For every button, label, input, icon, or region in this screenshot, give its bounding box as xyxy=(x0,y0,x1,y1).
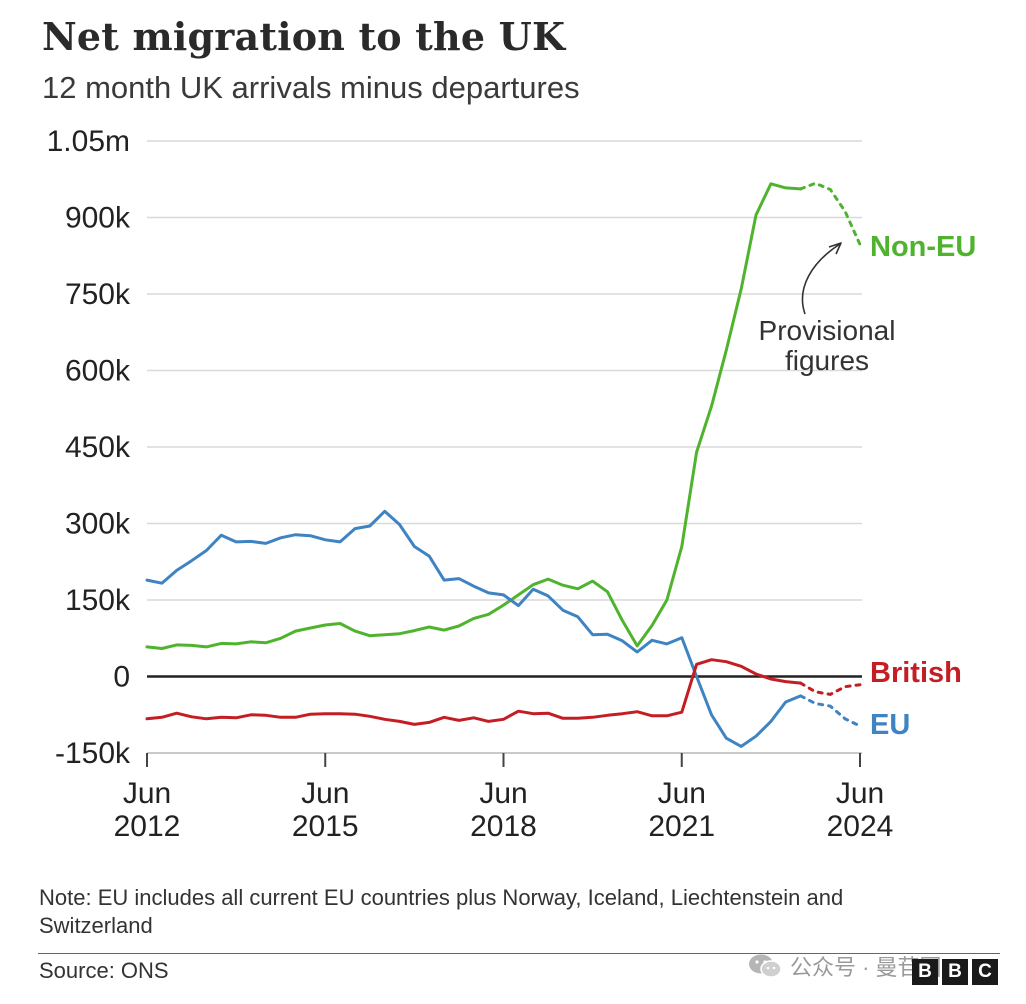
x-tick-label-year: 2024 xyxy=(827,810,894,843)
series-label-non-eu: Non-EU xyxy=(870,231,976,263)
x-tick-label-month: Jun xyxy=(658,777,706,810)
bbc-logo-letter-2: B xyxy=(942,959,968,985)
x-tick-label-month: Jun xyxy=(301,777,349,810)
bbc-logo-letter-3: C xyxy=(972,959,998,985)
annotation-arrow xyxy=(801,243,841,315)
series-label-british: British xyxy=(870,657,962,689)
y-tick-label: 0 xyxy=(113,661,130,694)
gridlines xyxy=(147,140,862,754)
x-tick-label-month: Jun xyxy=(836,777,884,810)
y-tick-label: 600k xyxy=(65,355,131,388)
chart-source: Source: ONS xyxy=(39,958,169,983)
series-labels: Non-EU EU British xyxy=(870,231,976,741)
y-tick-label: 900k xyxy=(65,202,131,235)
annotation-text-line-1: Provisional xyxy=(759,315,896,346)
y-tick-label: 150k xyxy=(65,584,131,617)
y-tick-label: 300k xyxy=(65,508,131,541)
chart-note: Note: EU includes all current EU countri… xyxy=(39,885,844,938)
annotation-arrowhead xyxy=(828,242,842,255)
y-tick-label: 450k xyxy=(65,431,131,464)
y-axis-tick-labels: -150k 0 150k 300k 450k 600k 750k 900k 1.05m xyxy=(47,125,131,770)
x-tick-label-year: 2018 xyxy=(470,810,537,843)
series-line-eu xyxy=(145,509,803,748)
footer-divider xyxy=(38,953,1000,954)
y-tick-label: 1.05m xyxy=(47,125,130,158)
bbc-logo: B B C xyxy=(912,959,998,985)
series-line-non-eu xyxy=(145,182,803,650)
chart-subtitle: 12 month UK arrivals minus departures xyxy=(42,70,580,105)
x-tick-label-year: 2012 xyxy=(114,810,181,843)
chart-title: Net migration to the UK xyxy=(42,14,566,59)
x-tick-label-year: 2015 xyxy=(292,810,359,843)
bbc-logo-letter-1: B xyxy=(912,959,938,985)
x-tick-label-year: 2021 xyxy=(648,810,715,843)
x-tick-label-month: Jun xyxy=(123,777,171,810)
series-provisional-eu xyxy=(799,694,862,728)
series-provisional-british xyxy=(799,681,862,696)
y-tick-label: -150k xyxy=(55,737,131,770)
x-tick-label-month: Jun xyxy=(479,777,527,810)
series-line-british xyxy=(145,658,803,726)
series-label-eu: EU xyxy=(870,709,910,741)
series-lines xyxy=(145,181,862,748)
y-tick-label: 750k xyxy=(65,278,131,311)
wechat-icon xyxy=(749,954,782,978)
annotation-text-line-2: figures xyxy=(785,345,869,376)
series-provisional-non-eu xyxy=(799,181,862,246)
